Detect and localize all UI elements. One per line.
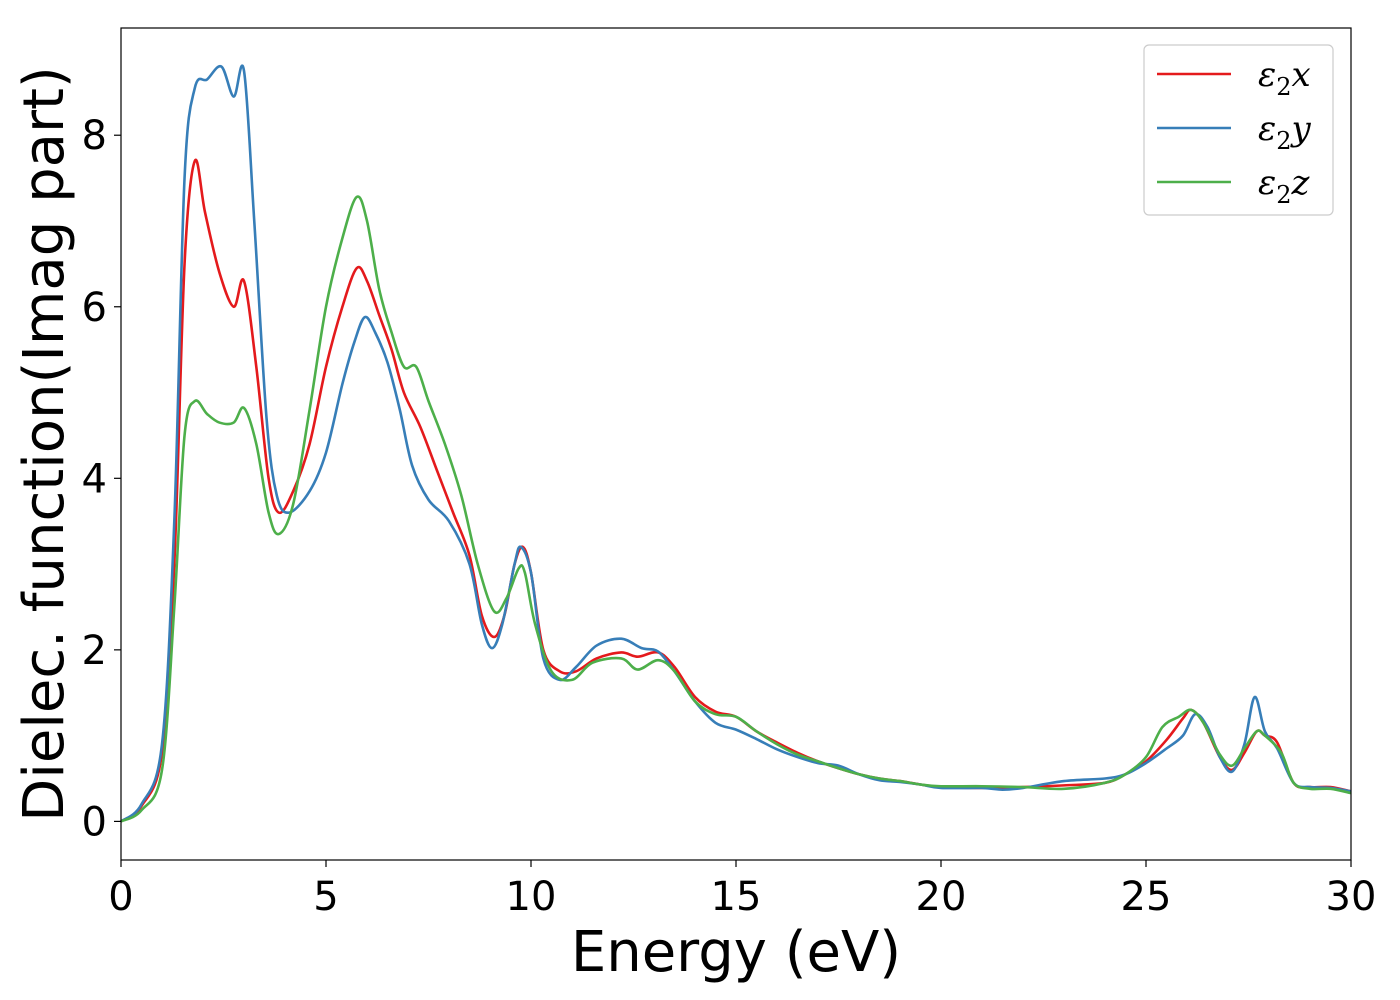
series-line-1 [120, 158, 1352, 823]
x-tick-label: 30 [1326, 874, 1377, 920]
y-tick-label: 4 [82, 456, 107, 502]
y-axis-label: Dielec. function(Imag part) [12, 66, 77, 822]
x-tick-label: 0 [108, 874, 133, 920]
y-axis: 0 2 4 6 8 [82, 113, 121, 845]
y-tick-label: 2 [82, 628, 107, 674]
x-tick-label: 10 [506, 874, 557, 920]
x-axis: 0 5 10 15 20 25 30 [108, 860, 1376, 920]
legend-label-2: ε2y [1258, 109, 1312, 155]
y-tick-label: 0 [82, 799, 107, 845]
series-layer [120, 64, 1352, 823]
x-axis-label: Energy (eV) [571, 920, 901, 985]
y-tick-label: 8 [82, 113, 107, 159]
series-line-2 [120, 64, 1352, 823]
y-tick-label: 6 [82, 285, 107, 331]
x-tick-label: 20 [916, 874, 967, 920]
x-tick-label: 5 [313, 874, 338, 920]
legend-box [1143, 44, 1334, 216]
legend-label-1: ε2x [1258, 55, 1311, 101]
series-line-3 [120, 195, 1352, 823]
x-tick-label: 25 [1121, 874, 1172, 920]
x-tick-label: 15 [711, 874, 762, 920]
legend-label-3: ε2z [1258, 163, 1311, 209]
legend: ε2x ε2y ε2z [1143, 44, 1334, 216]
